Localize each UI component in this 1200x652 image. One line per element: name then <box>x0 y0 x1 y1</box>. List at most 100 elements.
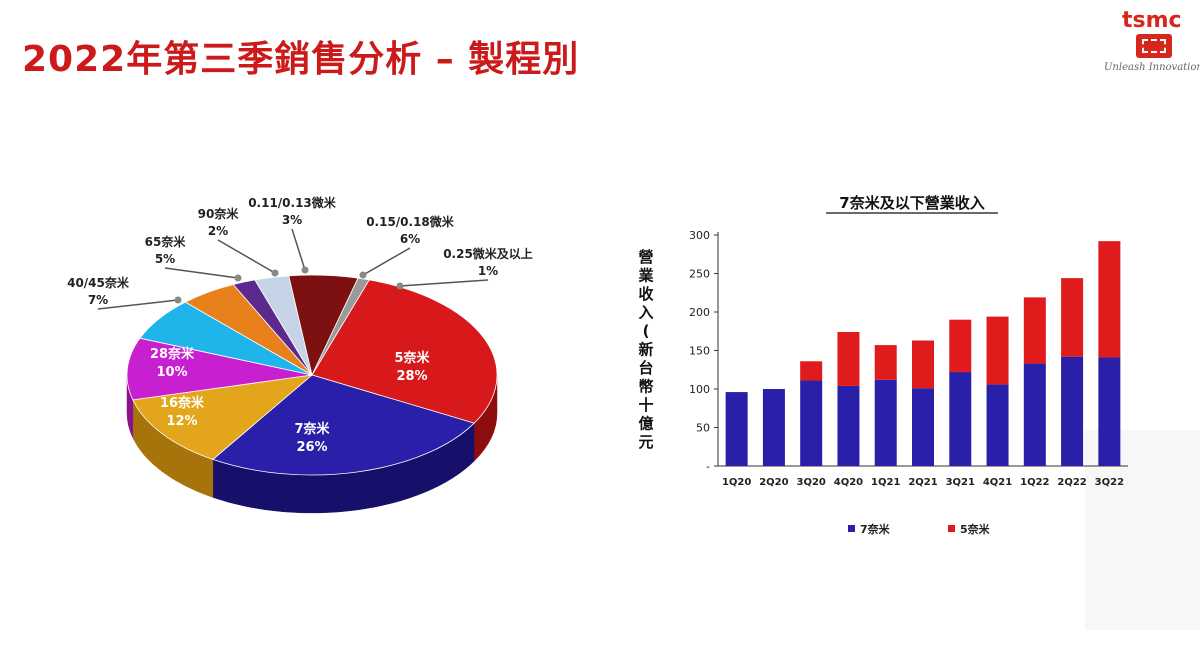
pie-leader-line <box>97 299 179 310</box>
bar-0-1Q21 <box>874 379 897 466</box>
pie-slice-2 <box>132 374 314 460</box>
x-tick-label: 2Q21 <box>908 477 937 488</box>
pie-label-name: 5奈米 <box>394 350 430 366</box>
x-tick-label: 1Q21 <box>871 477 900 488</box>
legend-swatch-0 <box>848 525 855 532</box>
pie-label-percent: 7% <box>88 293 108 307</box>
tsmc-logo: tsmc Unleash Innovation <box>1096 6 1200 76</box>
bar-0-3Q20 <box>800 380 823 466</box>
x-tick-label: 3Q20 <box>796 477 825 488</box>
pie-leader-line <box>217 239 276 274</box>
pie-label-name: 40/45奈米 <box>67 275 130 290</box>
y-label-char: 台 <box>638 359 653 377</box>
pie-leader-dot <box>271 269 279 277</box>
pie-leader-dot <box>359 271 367 279</box>
x-tick-label: 4Q21 <box>983 477 1012 488</box>
logo-text: tsmc <box>1122 8 1182 33</box>
bar-1-3Q20 <box>800 361 823 381</box>
y-label-char: 營 <box>638 248 653 266</box>
legend-label-1: 5奈米 <box>960 522 991 536</box>
bar-1-3Q22 <box>1098 241 1121 358</box>
bar-0-4Q21 <box>986 384 1009 466</box>
bar-1-3Q21 <box>949 319 972 373</box>
bar-0-4Q20 <box>837 385 860 466</box>
page-title: 2022年第三季銷售分析 – 製程別 <box>22 39 580 80</box>
pie-slice-9 <box>311 277 370 376</box>
pie-label-name: 0.15/0.18微米 <box>366 214 455 229</box>
bar-0-3Q22 <box>1098 357 1121 466</box>
pie-label-name: 16奈米 <box>160 395 205 411</box>
bar-0-1Q20 <box>725 392 748 466</box>
pie-label-name: 0.25微米及以上 <box>443 246 533 261</box>
pie-leader-line <box>291 228 306 271</box>
pie-label-percent: 28% <box>396 369 427 384</box>
pie-label-percent: 10% <box>156 365 187 380</box>
pie-label-percent: 6% <box>400 232 420 246</box>
x-tick-label: 3Q22 <box>1095 477 1124 488</box>
pie-label-name: 28奈米 <box>150 346 195 362</box>
pie-slice-0 <box>311 279 498 424</box>
bar-1-2Q21 <box>912 340 934 389</box>
pie-slice-3 <box>126 337 313 401</box>
bar-1-1Q21 <box>874 345 897 380</box>
pie-leader-line <box>362 247 411 276</box>
bar-1-1Q22 <box>1023 297 1046 364</box>
x-tick-label: 2Q20 <box>759 477 788 488</box>
y-label-char: 入 <box>638 304 653 322</box>
bar-0-3Q21 <box>949 372 972 466</box>
y-label-char: 收 <box>638 285 653 303</box>
bar-0-2Q22 <box>1061 356 1084 466</box>
y-tick-label: 100 <box>689 383 710 396</box>
pie-label-percent: 1% <box>478 264 498 278</box>
bar-1-4Q21 <box>986 316 1009 385</box>
pie-top <box>126 274 498 476</box>
y-tick-label: 250 <box>689 268 710 281</box>
pie-leader-line <box>164 267 239 279</box>
x-tick-label: 1Q20 <box>722 477 751 488</box>
y-label-char: 十 <box>638 396 653 414</box>
y-label-char: ( <box>643 322 650 340</box>
pie-label-name: 0.11/0.13微米 <box>248 195 337 210</box>
bar-0-2Q20 <box>762 389 785 466</box>
pie-label-name: 65奈米 <box>145 234 187 249</box>
pie-chart: 5奈米 28% 7奈米 26% 16奈米 12% 28奈米 10% 40/45奈米 7% 65奈米 5… <box>67 195 533 514</box>
x-tick-label: 3Q21 <box>946 477 975 488</box>
logo-tagline: Unleash Innovation <box>1104 62 1200 73</box>
y-label-char: 業 <box>637 267 654 285</box>
y-tick-label: 200 <box>689 306 710 319</box>
pie-label-percent: 12% <box>166 414 197 429</box>
pie-label-name: 7奈米 <box>294 421 330 437</box>
x-tick-label: 4Q20 <box>834 477 863 488</box>
pie-leader-dot <box>301 266 309 274</box>
bar-1-4Q20 <box>837 332 860 386</box>
pie-label-name: 90奈米 <box>198 206 240 221</box>
y-tick-label: - <box>706 460 710 473</box>
bar-chart-title: 7奈米及以下營業收入 <box>839 194 984 212</box>
pie-label-percent: 5% <box>155 252 175 266</box>
y-label-char: 元 <box>638 433 653 451</box>
pie-slice-1 <box>212 374 475 476</box>
bar-1-2Q22 <box>1061 278 1084 357</box>
y-label-char: 億 <box>638 415 653 433</box>
pie-leader-line <box>399 279 489 287</box>
pie-leader-dot <box>234 274 242 282</box>
bar-0-2Q21 <box>912 388 934 466</box>
pie-label-percent: 2% <box>208 224 228 238</box>
y-label-char: 新 <box>638 341 653 359</box>
y-tick-label: 150 <box>689 345 710 358</box>
pie-labels: 5奈米 28% 7奈米 26% 16奈米 12% 28奈米 10% 40/45奈米 7% 65奈米 5… <box>67 195 533 455</box>
legend-label-0: 7奈米 <box>860 522 891 536</box>
x-tick-label: 2Q22 <box>1057 477 1086 488</box>
pie-leader-dot <box>174 296 182 304</box>
bar-0-1Q22 <box>1023 363 1046 466</box>
pie-leader-dot <box>396 282 404 290</box>
y-tick-label: 50 <box>696 422 710 435</box>
pie-label-percent: 26% <box>296 440 327 455</box>
legend-swatch-1 <box>948 525 955 532</box>
pie-label-percent: 3% <box>282 213 302 227</box>
y-label-char: 幣 <box>638 378 653 396</box>
y-tick-label: 300 <box>689 229 710 242</box>
x-tick-label: 1Q22 <box>1020 477 1049 488</box>
